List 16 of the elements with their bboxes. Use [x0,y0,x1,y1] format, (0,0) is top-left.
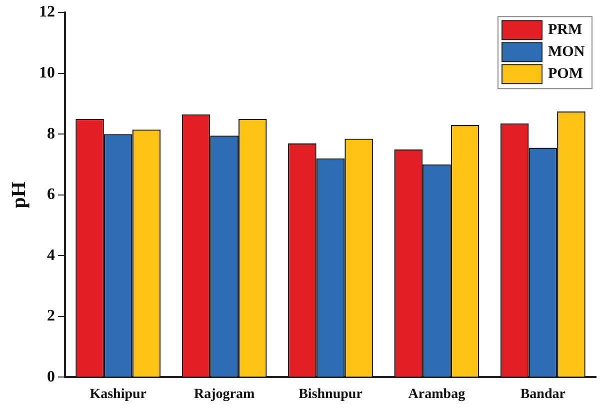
x-tick-label: Arambag [408,387,466,402]
x-tick-label: Rajogram [194,387,255,402]
y-tick-label: 12 [39,4,55,21]
y-tick-label: 2 [47,308,55,325]
x-tick-label: Bandar [520,387,566,402]
y-axis-title: pH [8,181,30,208]
y-tick-label: 0 [47,368,55,386]
legend-label: POM [548,66,583,82]
x-tick-label: Kashipur [90,387,147,402]
legend-label: MON [548,44,585,60]
y-tick-label: 4 [47,246,55,264]
x-tick-label: Bishnupur [298,387,362,402]
y-tick-label: 8 [47,125,55,142]
legend-label: PRM [548,22,582,38]
y-tick-label: 10 [39,64,55,82]
y-tick-label: 6 [47,186,55,204]
